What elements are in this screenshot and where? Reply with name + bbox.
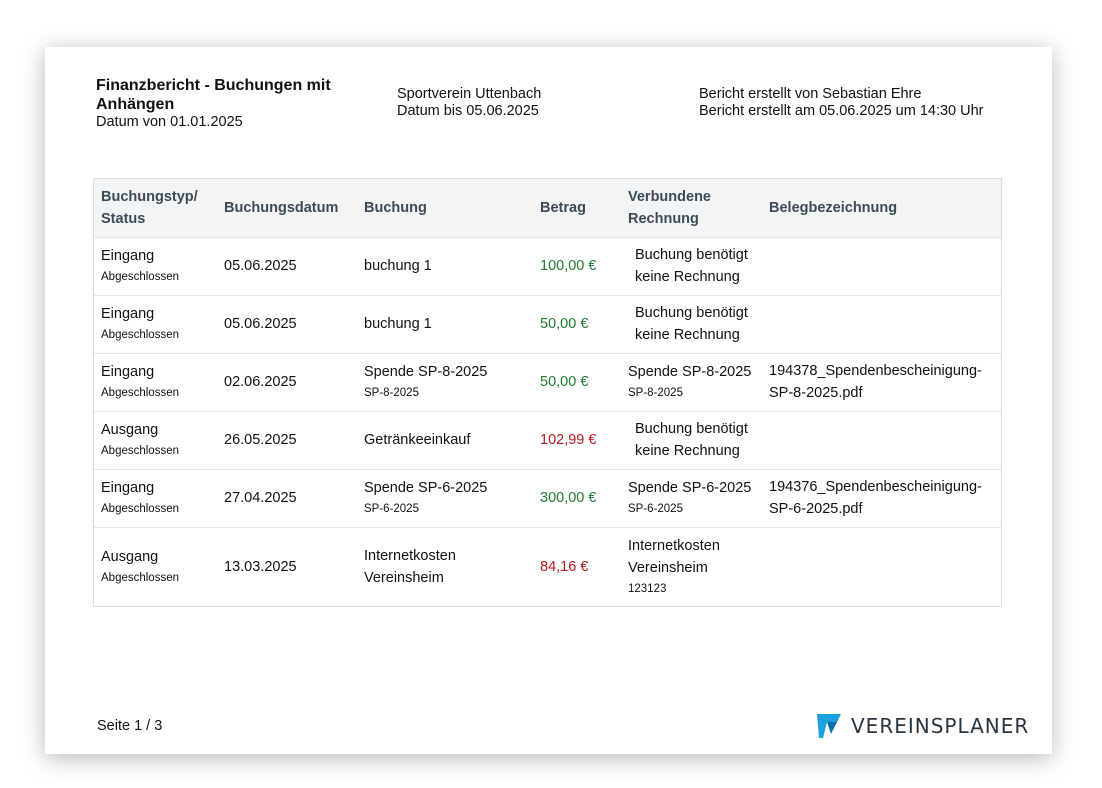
invoice-name: Buchung benötigt keine Rechnung: [635, 421, 748, 459]
booking-name: buchung 1: [364, 316, 432, 332]
table-row: Ausgang Abgeschlossen 26.05.2025 Getränke…: [94, 410, 1001, 469]
cell-booking: Spende SP-6-2025 SP-6-2025: [357, 468, 533, 527]
booking-name: Internetkosten Vereinsheim: [364, 547, 456, 586]
cell-date: 13.03.2025: [217, 526, 357, 606]
cell-amount: 50,00 €: [533, 352, 621, 411]
cell-type: Eingang Abgeschlossen: [94, 236, 217, 295]
cell-document: [762, 410, 1001, 469]
cell-booking: Internetkosten Vereinsheim: [357, 526, 533, 606]
column-header-booking: Buchung: [364, 199, 427, 216]
invoice-name: Spende SP-8-2025: [628, 364, 752, 380]
created-at: Bericht erstellt am 05.06.2025 um 14:30 …: [699, 103, 984, 119]
table-row: Eingang Abgeschlossen 02.06.2025 Spende S…: [94, 352, 1001, 411]
table-row: Eingang Abgeschlossen 05.06.2025 buchung …: [94, 236, 1001, 295]
cell-document: [762, 236, 1001, 295]
bookings-table-container: Buchungstyp/ Status Buchungsdatum Buchun…: [93, 178, 1002, 607]
cell-invoice: Buchung benötigt keine Rechnung: [621, 410, 762, 469]
booking-status: Abgeschlossen: [101, 387, 179, 399]
cell-invoice: Spende SP-6-2025 SP-6-2025: [621, 468, 762, 527]
cell-type: Ausgang Abgeschlossen: [94, 526, 217, 606]
booking-name: Spende SP-6-2025: [364, 480, 488, 496]
booking-reference: SP-8-2025: [364, 387, 419, 399]
cell-document: 194376_Spendenbescheinigung-SP-6-2025.pd…: [762, 468, 1001, 527]
invoice-reference: SP-8-2025: [628, 387, 683, 399]
column-header-type: Buchungstyp/ Status: [101, 188, 198, 227]
column-header-invoice: Verbundene Rechnung: [628, 188, 711, 227]
booking-name: buchung 1: [364, 258, 432, 274]
cell-invoice: Internetkosten Vereinsheim 123123: [621, 526, 762, 606]
date-from: Datum von 01.01.2025: [96, 114, 243, 130]
logo-text: VEREINSPLANER: [851, 714, 1030, 738]
cell-document: 194378_Spendenbescheinigung-SP-8-2025.pd…: [762, 352, 1001, 411]
cell-amount: 300,00 €: [533, 468, 621, 527]
club-name: Sportverein Uttenbach: [397, 86, 542, 102]
cell-amount: 50,00 €: [533, 294, 621, 353]
table-header-row: Buchungstyp/ Status Buchungsdatum Buchun…: [94, 179, 1001, 237]
booking-type: Eingang: [101, 248, 155, 264]
booking-name: Getränkeeinkauf: [364, 432, 471, 448]
cell-date: 02.06.2025: [217, 352, 357, 411]
cell-booking: Spende SP-8-2025 SP-8-2025: [357, 352, 533, 411]
booking-status: Abgeschlossen: [101, 571, 179, 584]
invoice-name: Buchung benötigt keine Rechnung: [635, 247, 748, 285]
cell-type: Eingang Abgeschlossen: [94, 352, 217, 411]
invoice-reference: SP-6-2025: [628, 503, 683, 515]
bookings-table: Buchungstyp/ Status Buchungsdatum Buchun…: [94, 179, 1001, 606]
cell-booking: Getränkeeinkauf: [357, 410, 533, 469]
cell-date: 26.05.2025: [217, 410, 357, 469]
booking-status: Abgeschlossen: [101, 329, 179, 341]
invoice-name: Spende SP-6-2025: [628, 480, 752, 496]
cell-invoice: Buchung benötigt keine Rechnung: [621, 294, 762, 353]
vereinsplaner-logo: VEREINSPLANER: [815, 712, 1029, 740]
cell-booking: buchung 1: [357, 236, 533, 295]
cell-booking: buchung 1: [357, 294, 533, 353]
invoice-name: Internetkosten Vereinsheim: [628, 537, 720, 576]
cell-invoice: Buchung benötigt keine Rechnung: [621, 236, 762, 295]
date-to: Datum bis 05.06.2025: [397, 103, 539, 119]
booking-type: Ausgang: [101, 548, 159, 565]
booking-status: Abgeschlossen: [101, 271, 179, 283]
report-page: Finanzbericht - Buchungen mit Anhängen D…: [45, 47, 1052, 754]
booking-type: Eingang: [101, 306, 155, 322]
booking-type: Ausgang: [101, 422, 159, 438]
booking-status: Abgeschlossen: [101, 503, 179, 515]
booking-type: Eingang: [101, 480, 155, 496]
cell-document: [762, 294, 1001, 353]
header-middle: Sportverein Uttenbach Datum bis 05.06.20…: [397, 86, 541, 120]
report-title: Finanzbericht - Buchungen mit Anhängen: [96, 77, 331, 113]
cell-date: 05.06.2025: [217, 236, 357, 295]
booking-status: Abgeschlossen: [101, 445, 179, 457]
page-number: Seite 1 / 3: [97, 718, 163, 734]
cell-date: 27.04.2025: [217, 468, 357, 527]
table-row: Eingang Abgeschlossen 27.04.2025 Spende S…: [94, 468, 1001, 527]
vereinsplaner-logo-icon: [817, 714, 841, 738]
column-header-document: Belegbezeichnung: [769, 199, 898, 216]
cell-type: Eingang Abgeschlossen: [94, 294, 217, 353]
invoice-reference: 123123: [628, 582, 667, 595]
table-row: Ausgang Abgeschlossen 13.03.2025 Internet…: [94, 526, 1001, 606]
cell-type: Eingang Abgeschlossen: [94, 468, 217, 527]
column-header-date: Buchungsdatum: [224, 199, 339, 216]
header-right: Bericht erstellt von Sebastian Ehre Beri…: [699, 86, 984, 120]
invoice-name: Buchung benötigt keine Rechnung: [635, 305, 748, 343]
created-by: Bericht erstellt von Sebastian Ehre: [699, 86, 922, 102]
header-left: Finanzbericht - Buchungen mit Anhängen D…: [96, 76, 366, 131]
booking-reference: SP-6-2025: [364, 503, 419, 515]
column-header-amount: Betrag: [540, 199, 586, 216]
cell-amount: 100,00 €: [533, 236, 621, 295]
booking-type: Eingang: [101, 364, 155, 380]
cell-document: [762, 526, 1001, 606]
booking-name: Spende SP-8-2025: [364, 364, 488, 380]
cell-invoice: Spende SP-8-2025 SP-8-2025: [621, 352, 762, 411]
cell-amount: 84,16 €: [533, 526, 621, 606]
cell-amount: 102,99 €: [533, 410, 621, 469]
cell-date: 05.06.2025: [217, 294, 357, 353]
table-row: Eingang Abgeschlossen 05.06.2025 buchung …: [94, 294, 1001, 353]
cell-type: Ausgang Abgeschlossen: [94, 410, 217, 469]
